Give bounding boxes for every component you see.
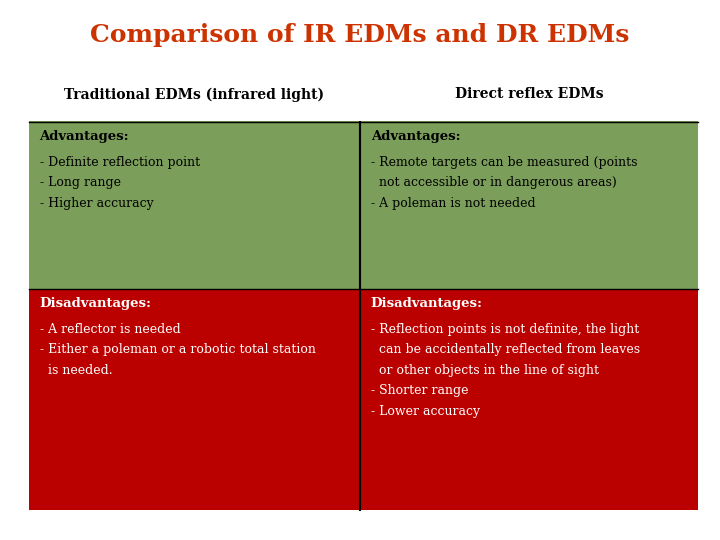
Text: Comparison of IR EDMs and DR EDMs: Comparison of IR EDMs and DR EDMs xyxy=(90,23,630,47)
Text: - Remote targets can be measured (points: - Remote targets can be measured (points xyxy=(371,156,637,168)
Bar xyxy=(29,289,360,510)
Text: - A poleman is not needed: - A poleman is not needed xyxy=(371,197,536,210)
Text: - Long range: - Long range xyxy=(40,176,121,189)
Text: not accessible or in dangerous areas): not accessible or in dangerous areas) xyxy=(371,176,616,189)
Text: - Shorter range: - Shorter range xyxy=(371,384,468,397)
Bar xyxy=(360,289,698,510)
Text: Advantages:: Advantages: xyxy=(40,130,129,143)
Text: - Lower accuracy: - Lower accuracy xyxy=(371,405,480,418)
Text: - Either a poleman or a robotic total station: - Either a poleman or a robotic total st… xyxy=(40,343,315,356)
Text: - A reflector is needed: - A reflector is needed xyxy=(40,323,180,336)
Text: - Reflection points is not definite, the light: - Reflection points is not definite, the… xyxy=(371,323,639,336)
Text: Direct reflex EDMs: Direct reflex EDMs xyxy=(455,87,603,102)
Text: or other objects in the line of sight: or other objects in the line of sight xyxy=(371,364,599,377)
Text: is needed.: is needed. xyxy=(40,364,112,377)
Text: can be accidentally reflected from leaves: can be accidentally reflected from leave… xyxy=(371,343,640,356)
Text: Traditional EDMs (infrared light): Traditional EDMs (infrared light) xyxy=(64,87,325,102)
Text: - Higher accuracy: - Higher accuracy xyxy=(40,197,153,210)
Text: - Definite reflection point: - Definite reflection point xyxy=(40,156,199,168)
Text: Disadvantages:: Disadvantages: xyxy=(40,297,152,310)
Text: Disadvantages:: Disadvantages: xyxy=(371,297,483,310)
Text: Advantages:: Advantages: xyxy=(371,130,460,143)
Bar xyxy=(360,122,698,289)
Bar xyxy=(29,122,360,289)
